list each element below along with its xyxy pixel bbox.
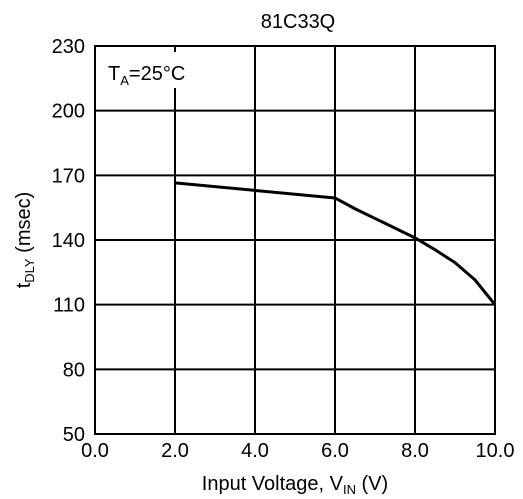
y-tick-label: 170	[52, 165, 85, 187]
x-tick-label: 10.0	[476, 440, 515, 462]
y-tick-label: 200	[52, 101, 85, 123]
x-tick-label: 4.0	[241, 440, 269, 462]
x-axis-label: Input Voltage, VIN (V)	[202, 473, 388, 497]
y-tick-labels: 50 80 110 140 170 200 230	[52, 36, 85, 446]
x-tick-label: 0.0	[81, 440, 109, 462]
x-tick-labels: 0.0 2.0 4.0 6.0 8.0 10.0	[81, 440, 514, 462]
y-tick-label: 80	[63, 359, 85, 381]
x-tick-label: 6.0	[321, 440, 349, 462]
y-tick-label: 140	[52, 230, 85, 252]
x-tick-label: 2.0	[161, 440, 189, 462]
grid	[95, 46, 495, 434]
y-tick-label: 50	[63, 424, 85, 446]
chart-title: 81C33Q	[261, 11, 336, 33]
temperature-annotation: TA=25°C	[108, 63, 185, 88]
y-tick-label: 110	[53, 295, 85, 317]
series-layer	[174, 181, 497, 306]
y-tick-label: 230	[52, 36, 85, 58]
plot-frame	[94, 45, 496, 435]
x-tick-label: 8.0	[401, 440, 429, 462]
series-line	[174, 181, 497, 306]
y-axis-label: tDLY (msec)	[13, 192, 37, 289]
annotation-background	[104, 52, 212, 88]
